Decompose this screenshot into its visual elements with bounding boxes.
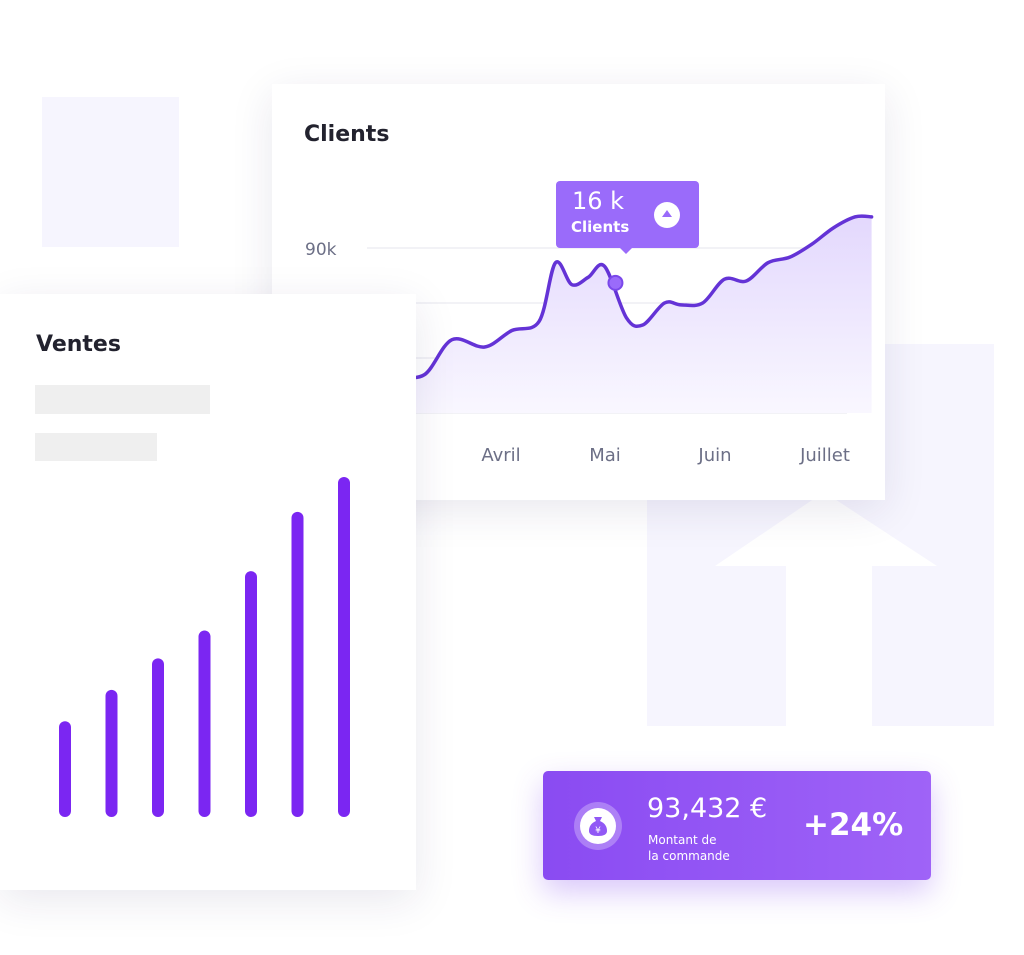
caret-up-icon bbox=[654, 202, 680, 228]
order-label-line-2: la commande bbox=[648, 849, 730, 863]
highlight-point[interactable] bbox=[607, 274, 624, 291]
ventes-title: Ventes bbox=[36, 332, 121, 357]
order-label-line-1: Montant de bbox=[648, 833, 717, 847]
x-tick-label: Mai bbox=[589, 445, 621, 466]
placeholder-line-1 bbox=[35, 385, 210, 414]
x-tick-label: Juin bbox=[697, 445, 731, 466]
svg-text:¥: ¥ bbox=[595, 826, 601, 836]
x-tick-label: Juillet bbox=[799, 445, 850, 466]
ventes-chart bbox=[59, 476, 350, 817]
up-arrow-shape bbox=[715, 492, 937, 726]
ventes-card: Ventes bbox=[0, 294, 416, 890]
order-amount-label: Montant de la commande bbox=[648, 832, 758, 864]
order-change-percent: +24% bbox=[803, 807, 904, 843]
order-amount: 93,432 € bbox=[647, 793, 768, 824]
tooltip-value: 16 k bbox=[572, 187, 625, 215]
y-tick-label: 90k bbox=[305, 240, 337, 260]
money-bag-icon: ¥ bbox=[574, 802, 622, 850]
order-summary-box: ¥ 93,432 € Montant de la commande +24% bbox=[543, 771, 931, 880]
x-tick-label: Avril bbox=[481, 445, 520, 466]
tooltip-label: Clients bbox=[571, 218, 630, 236]
background-square bbox=[42, 97, 179, 247]
clients-title: Clients bbox=[304, 122, 390, 147]
clients-series-line bbox=[395, 214, 874, 380]
placeholder-line-2 bbox=[35, 433, 157, 461]
clients-area bbox=[397, 216, 872, 413]
tooltip: 16 k Clients bbox=[556, 181, 699, 254]
clients-chart: 90k60kAvrilMaiJuinJuillet bbox=[305, 214, 874, 466]
